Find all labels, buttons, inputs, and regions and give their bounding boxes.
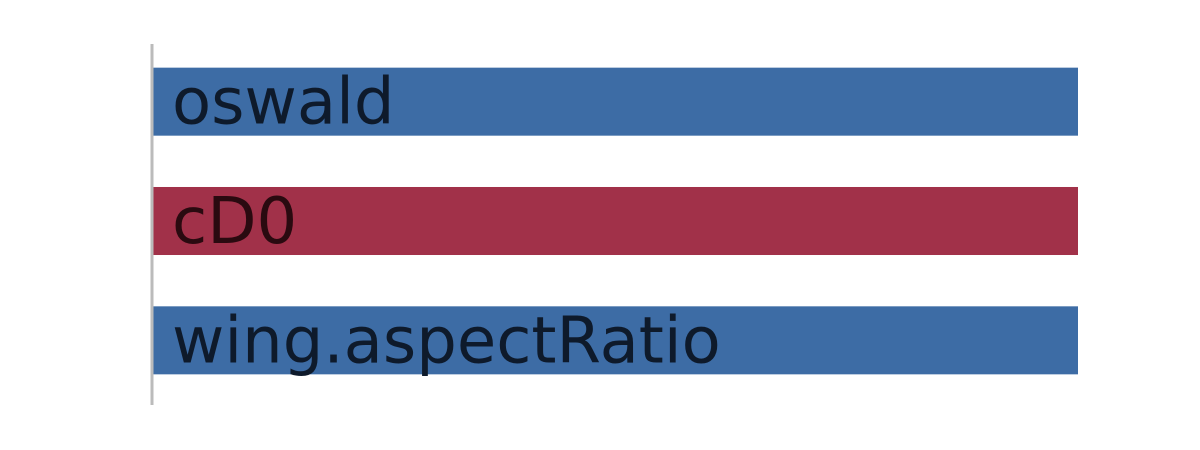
bar-oswald: [152, 67, 1078, 136]
bar-cd0: [152, 186, 1078, 256]
bars-layer: [152, 67, 1078, 375]
labels-layer: oswald cD0 wing.aspectRatio: [172, 66, 721, 379]
bar-label: oswald: [172, 66, 394, 140]
bar-label: cD0: [172, 185, 297, 259]
bar-label: wing.aspectRatio: [172, 304, 721, 378]
bar-wing-aspectratio: [152, 306, 1078, 375]
